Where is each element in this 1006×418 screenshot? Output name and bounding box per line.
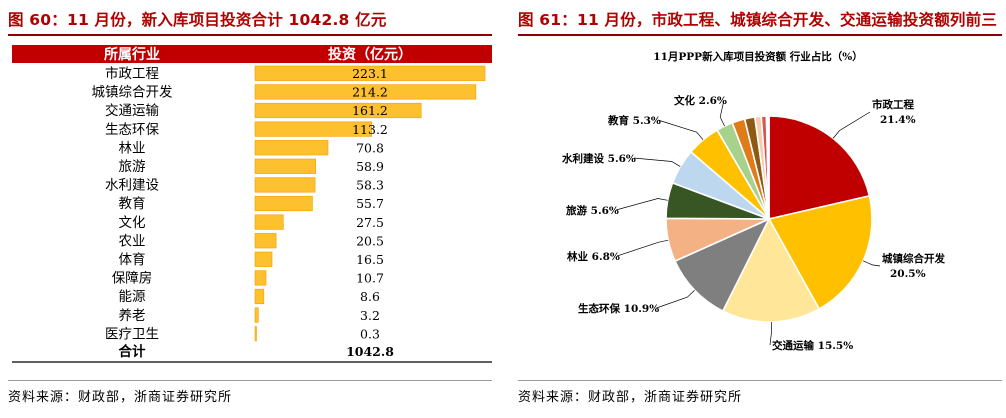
left-bottom-rule xyxy=(8,380,492,381)
bar xyxy=(254,140,329,156)
bar xyxy=(254,121,373,137)
bar xyxy=(254,251,273,267)
pie-chart: 11月PPP新入库项目投资额 行业占比（%） 市政工程 21.4% 城镇综合开发 20.… xyxy=(561,50,945,352)
pie-leader-line xyxy=(615,198,668,211)
pie-leader-line xyxy=(657,119,704,141)
value-label: 0.3 xyxy=(360,326,380,341)
bar xyxy=(254,102,422,119)
category-label: 城镇综合开发 xyxy=(92,85,173,101)
table-header-bg xyxy=(12,45,492,63)
category-label: 能源 xyxy=(119,289,146,305)
category-label: 水利建设 xyxy=(105,178,159,194)
category-label: 教育 xyxy=(119,196,146,212)
value-label: 20.5 xyxy=(356,233,384,248)
pie-slice xyxy=(721,217,821,323)
value-label: 161.2 xyxy=(352,103,388,118)
pie-slice-value: 21.4% xyxy=(880,114,916,126)
category-label: 保障房 xyxy=(112,271,153,287)
pie-leader-line xyxy=(633,157,681,167)
category-label: 养老 xyxy=(119,308,146,324)
left-figure-panel: 图 60：11 月份，新入库项目投资合计 1042.8 亿元 所属行业 投资（亿元… xyxy=(0,0,496,418)
pie-title: 11月PPP新入库项目投资额 行业占比（%） xyxy=(653,50,862,63)
value-label: 8.6 xyxy=(360,289,380,304)
pie-leader-line xyxy=(832,111,871,139)
header-category-label: 所属行业 xyxy=(104,46,160,63)
bar xyxy=(254,270,267,286)
pie-leader-line xyxy=(616,239,669,257)
pie-slice-label: 交通运输 15.5% xyxy=(772,339,853,352)
pie-leader-line xyxy=(719,99,725,127)
right-figure-panel: 图 61：11 月份，市政工程、城镇综合开发、交通运输投资额列前三 11月PPP… xyxy=(510,0,1006,418)
pie-slice-label: 教育 5.3% xyxy=(607,114,661,127)
total-label: 合计 xyxy=(119,343,146,360)
pie-slice xyxy=(765,115,770,220)
value-label: 58.9 xyxy=(356,159,384,174)
right-title-rule xyxy=(518,34,1002,36)
bar xyxy=(254,177,316,193)
pie-slice-label: 市政工程 xyxy=(872,98,914,111)
pie-slice-label: 生态环保 10.9% xyxy=(578,302,659,315)
bar xyxy=(254,307,259,323)
value-label: 58.3 xyxy=(356,178,384,193)
bar xyxy=(254,65,486,81)
bar xyxy=(254,84,477,100)
value-label: 55.7 xyxy=(356,196,384,211)
category-label: 旅游 xyxy=(119,159,146,175)
pie-slice xyxy=(768,115,871,221)
value-label: 214.2 xyxy=(352,85,388,100)
category-label: 林业 xyxy=(119,140,146,156)
left-figure-title: 图 60：11 月份，新入库项目投资合计 1042.8 亿元 xyxy=(8,11,387,29)
pie-slice xyxy=(673,217,771,313)
pie-leader-line xyxy=(862,260,881,267)
category-label: 生态环保 xyxy=(105,122,159,138)
value-label: 10.7 xyxy=(356,271,384,286)
left-source-note: 资料来源：财政部，浙商证券研究所 xyxy=(8,390,233,405)
category-label: 医疗卫生 xyxy=(105,326,159,342)
value-label: 223.1 xyxy=(352,66,388,81)
bar xyxy=(254,233,277,249)
value-label: 3.2 xyxy=(360,308,380,323)
category-label: 农业 xyxy=(119,233,146,249)
value-label: 27.5 xyxy=(356,215,384,230)
bar xyxy=(254,214,284,230)
category-label: 市政工程 xyxy=(105,65,159,82)
category-label: 体育 xyxy=(119,252,146,268)
pie-leader-line xyxy=(656,289,695,309)
bar-chart: 所属行业 投资（亿元） 市政工程 223.1 城镇综合开发 214.2 交通运输 161.2 生… xyxy=(12,45,492,363)
pie-slice-label: 城镇综合开发 xyxy=(882,252,945,265)
bar xyxy=(254,195,313,212)
value-label: 70.8 xyxy=(356,140,384,155)
category-label: 文化 xyxy=(119,215,146,231)
bar xyxy=(254,158,317,174)
pie-slice-label: 旅游 5.6% xyxy=(566,204,619,217)
right-source-note: 资料来源：财政部，浙商证券研究所 xyxy=(518,390,743,405)
pie-slice-value: 20.5% xyxy=(890,268,926,280)
bar xyxy=(254,326,257,342)
value-label: 113.2 xyxy=(352,122,388,137)
value-label: 16.5 xyxy=(356,252,384,267)
header-value-label: 投资（亿元） xyxy=(328,46,412,63)
left-title-rule xyxy=(8,34,492,36)
right-bottom-rule xyxy=(518,380,1002,381)
pie-slice-label: 水利建设 5.6% xyxy=(561,152,636,165)
total-value: 1042.8 xyxy=(346,344,394,359)
pie-leader-line xyxy=(769,321,772,346)
right-figure-title: 图 61：11 月份，市政工程、城镇综合开发、交通运输投资额列前三 xyxy=(518,11,998,29)
pie-slice-label: 文化 2.6% xyxy=(673,94,727,107)
pie-slice-label: 林业 6.8% xyxy=(567,250,620,263)
category-label: 交通运输 xyxy=(105,102,159,119)
bar xyxy=(254,288,265,305)
